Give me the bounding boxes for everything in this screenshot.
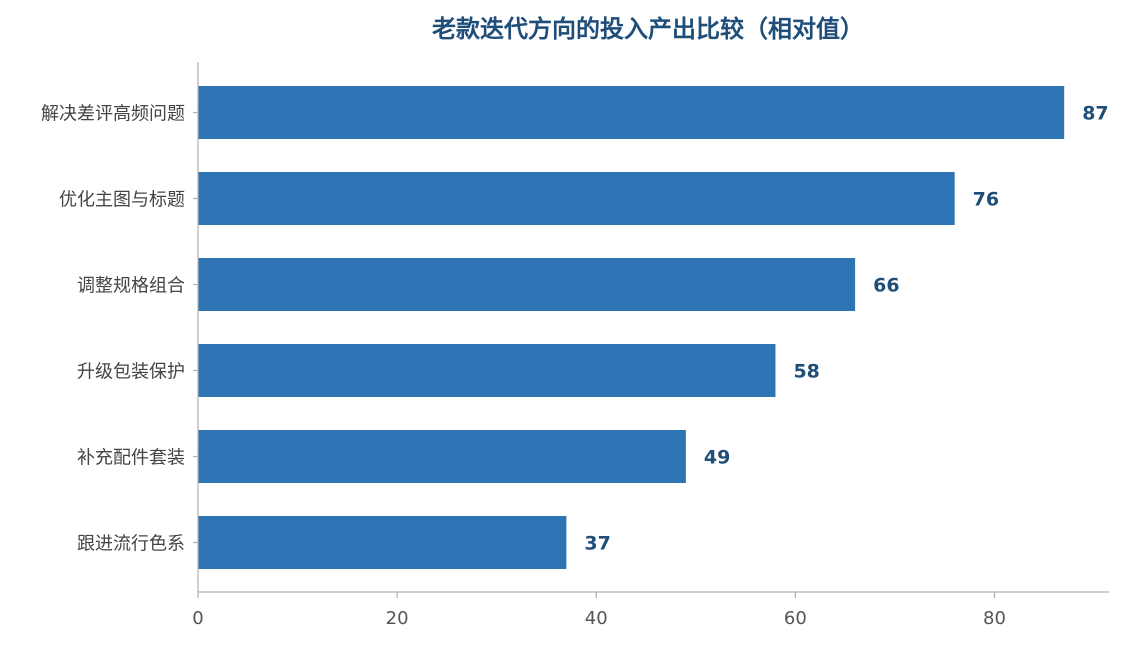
- bar: [198, 516, 567, 569]
- data-label: 49: [704, 447, 730, 469]
- category-label: 优化主图与标题: [59, 190, 185, 211]
- category-label: 补充配件套装: [77, 448, 185, 469]
- bar: [198, 344, 776, 397]
- chart-title: 老款迭代方向的投入产出比较（相对值）: [432, 15, 864, 43]
- x-tick-label: 40: [585, 608, 608, 629]
- bar: [198, 86, 1065, 139]
- x-tick-label: 0: [192, 608, 203, 629]
- bar: [198, 430, 686, 483]
- value-labels: 87 76 66 58 49 37: [584, 103, 1108, 555]
- bar: [198, 258, 856, 311]
- category-label: 调整规格组合: [77, 276, 185, 297]
- x-tick-label: 20: [386, 608, 409, 629]
- data-label: 87: [1082, 103, 1108, 125]
- x-tick-label: 60: [784, 608, 807, 629]
- data-label: 58: [793, 361, 819, 383]
- axes: 0 20 40 60 80: [192, 62, 1109, 629]
- x-tick-label: 80: [983, 608, 1006, 629]
- category-label: 解决差评高频问题: [41, 104, 185, 125]
- category-label: 跟进流行色系: [77, 534, 185, 555]
- data-label: 76: [973, 189, 999, 211]
- data-label: 66: [873, 275, 899, 297]
- bars-group: [198, 86, 1065, 569]
- data-label: 37: [584, 533, 610, 555]
- bar: [198, 172, 955, 225]
- category-label: 升级包装保护: [77, 362, 185, 383]
